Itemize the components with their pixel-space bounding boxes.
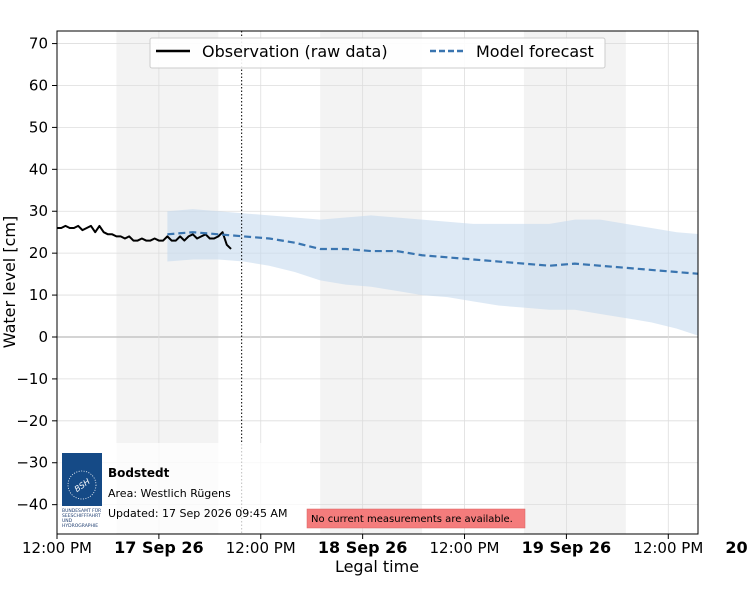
y-tick-label: 40 bbox=[29, 160, 48, 178]
x-tick-label: 18 Sep 26 bbox=[318, 538, 408, 557]
svg-text:BUNDESAMT FÜR: BUNDESAMT FÜR bbox=[62, 507, 101, 514]
observation-line bbox=[57, 224, 232, 250]
night-band-3 bbox=[728, 31, 750, 534]
svg-text:UND: UND bbox=[62, 518, 73, 524]
y-tick-label: −40 bbox=[16, 496, 48, 514]
legend-label-forecast: Model forecast bbox=[476, 42, 594, 61]
y-axis-ticks: 70 60 50 40 30 20 10 0 −10 −20 −30 −40 bbox=[16, 35, 57, 514]
legend: Observation (raw data) Model forecast bbox=[149, 37, 606, 69]
legend-label-observation: Observation (raw data) bbox=[202, 42, 388, 61]
y-tick-label: 10 bbox=[29, 286, 48, 304]
x-axis-ticks: 12:00 PM 17 Sep 26 12:00 PM 18 Sep 26 12:00 … bbox=[22, 534, 750, 557]
y-tick-label: 60 bbox=[29, 76, 48, 94]
no-measurements-notice: No current measurements are available. bbox=[306, 508, 526, 529]
y-tick-label: −30 bbox=[16, 454, 48, 472]
x-tick-label: 19 Sep 26 bbox=[522, 538, 612, 557]
station-area: Area: Westlich Rügens bbox=[108, 487, 231, 500]
x-tick-label: 20 Sep 26 bbox=[725, 538, 750, 557]
bsh-logo: BSH BUNDESAMT FÜR SEESCHIFFFAHRT UND HYD… bbox=[62, 453, 102, 529]
y-tick-label: 30 bbox=[29, 202, 48, 220]
y-tick-label: −20 bbox=[16, 412, 48, 430]
x-tick-label: 12:00 PM bbox=[226, 539, 296, 557]
x-axis-label: Legal time bbox=[335, 557, 419, 576]
station-name: Bodstedt bbox=[108, 466, 170, 480]
x-tick-label: 12:00 PM bbox=[430, 539, 500, 557]
notice-text: No current measurements are available. bbox=[311, 514, 513, 525]
y-tick-label: 0 bbox=[38, 328, 48, 346]
svg-text:HYDROGRAPHIE: HYDROGRAPHIE bbox=[62, 523, 98, 529]
y-tick-label: 70 bbox=[29, 35, 48, 53]
y-tick-label: −10 bbox=[16, 370, 48, 388]
y-tick-label: 20 bbox=[29, 244, 48, 262]
svg-text:SEESCHIFFFAHRT: SEESCHIFFFAHRT bbox=[62, 513, 101, 519]
y-tick-label: 50 bbox=[29, 118, 48, 136]
x-tick-label: 12:00 PM bbox=[22, 539, 92, 557]
y-axis-label: Water level [cm] bbox=[0, 216, 19, 348]
plot-frame bbox=[56, 30, 699, 535]
forecast-line bbox=[167, 231, 698, 275]
forecast-band-area bbox=[167, 209, 698, 336]
station-info-box: BSH BUNDESAMT FÜR SEESCHIFFFAHRT UND HYD… bbox=[58, 443, 310, 533]
x-tick-label: 17 Sep 26 bbox=[114, 538, 204, 557]
series-lines bbox=[57, 224, 698, 275]
updated-timestamp: Updated: 17 Sep 2026 09:45 AM bbox=[108, 507, 287, 520]
forecast-uncertainty-band bbox=[167, 209, 698, 336]
x-tick-label: 12:00 PM bbox=[633, 539, 703, 557]
